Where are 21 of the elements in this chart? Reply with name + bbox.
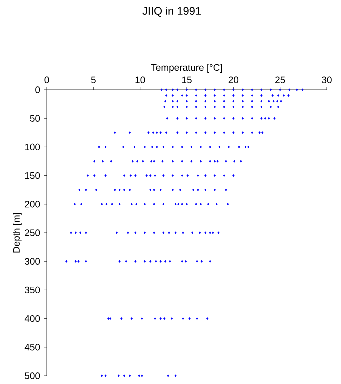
y-tick-label: 300 <box>25 258 40 265</box>
y-tick-label: 350 <box>25 286 40 294</box>
x-tick-label: 30 <box>322 76 332 84</box>
y-tick-label: 150 <box>25 172 40 180</box>
x-tick-label: 25 <box>276 76 286 84</box>
chart-title: JIIQ in 1991 <box>142 6 202 17</box>
x-tick-label: 5 <box>91 76 96 84</box>
x-tick-label: 20 <box>228 76 239 84</box>
y-tick-label: 50 <box>30 115 40 122</box>
y-tick-label: 0 <box>36 86 40 94</box>
y-tick-label: 250 <box>25 230 40 236</box>
y-tick-label: 100 <box>25 144 40 151</box>
y-tick-label: 200 <box>25 201 40 208</box>
x-tick-label: 10 <box>136 76 146 84</box>
x-tick-label: 15 <box>182 76 192 84</box>
x-axis-title: Temperature [°C] <box>151 64 222 73</box>
y-axis-title: Depth [m] <box>13 213 22 253</box>
x-tick-label: 0 <box>44 76 50 84</box>
y-tick-label: 450 <box>24 344 40 351</box>
y-tick-label: 500 <box>25 372 40 380</box>
y-tick-label: 400 <box>24 315 40 322</box>
